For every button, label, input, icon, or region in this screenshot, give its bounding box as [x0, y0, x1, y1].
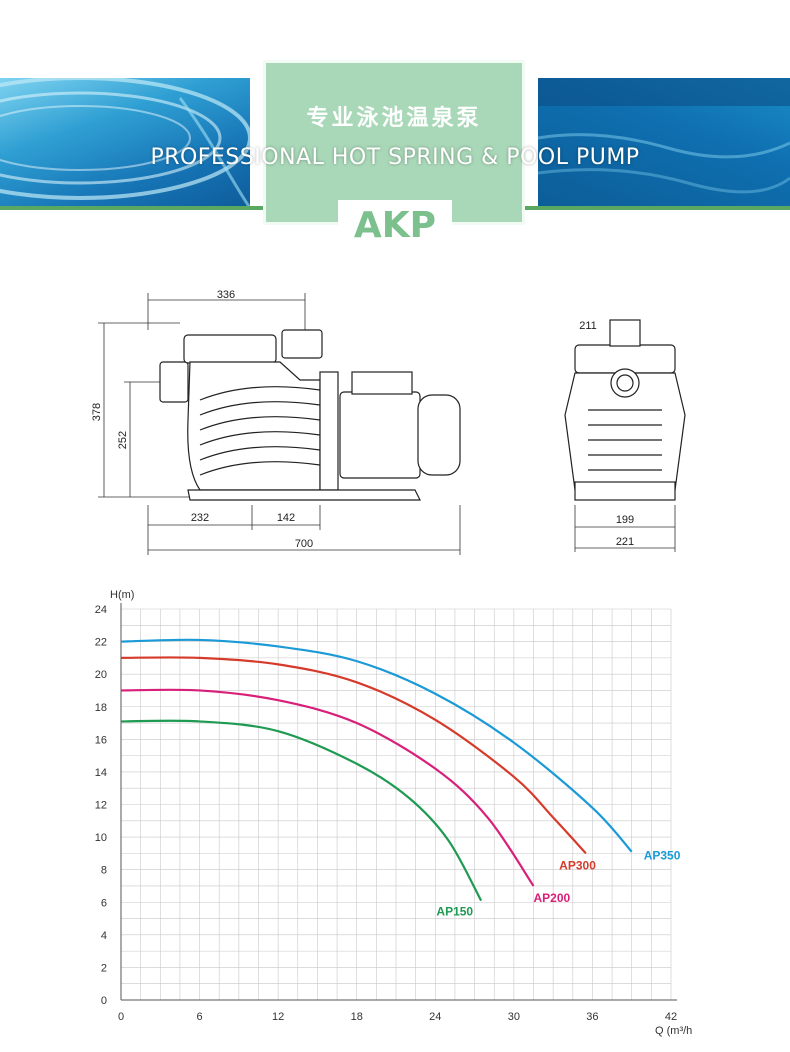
brand-logo: AKP	[353, 205, 437, 246]
dim-252: 252	[117, 431, 129, 449]
series-label-ap300: AP300	[559, 858, 596, 872]
y-tick-label: 6	[101, 897, 107, 909]
curve-ap200	[120, 688, 535, 887]
series-label-ap200: AP200	[534, 891, 571, 905]
series-label-ap350: AP350	[644, 849, 681, 863]
chinese-title: 专业泳池温泉泵	[306, 106, 482, 131]
curve-ap350	[120, 638, 633, 853]
x-tick-label: 36	[586, 1011, 598, 1023]
y-tick-label: 8	[101, 865, 107, 877]
y-tick-label: 12	[95, 800, 107, 812]
series-label-ap150: AP150	[436, 905, 473, 919]
english-title: PROFESSIONAL HOT SPRING & POOL PUMP	[150, 145, 640, 170]
dim-199: 199	[616, 514, 634, 526]
y-tick-label: 16	[95, 734, 107, 746]
y-tick-label: 14	[95, 767, 107, 779]
pool-photo-left	[0, 78, 250, 210]
curve-ap150	[120, 719, 483, 902]
dim-221: 221	[616, 536, 634, 548]
x-tick-label: 24	[429, 1011, 441, 1023]
x-tick-label: 6	[197, 1011, 203, 1023]
dim-378: 378	[91, 403, 103, 421]
y-tick-label: 22	[95, 637, 107, 649]
dim-232: 232	[191, 512, 209, 524]
y-tick-label: 10	[95, 832, 107, 844]
x-tick-label: 18	[351, 1011, 363, 1023]
y-tick-label: 24	[95, 604, 107, 616]
dim-700: 700	[295, 538, 313, 550]
pool-photo-right	[538, 78, 790, 210]
x-tick-label: 30	[508, 1011, 520, 1023]
title-panel	[263, 60, 525, 225]
dim-142: 142	[277, 512, 295, 524]
y-axis-label: H(m)	[110, 589, 134, 601]
dim-336: 336	[217, 289, 235, 301]
dim-211: 211	[579, 320, 597, 332]
y-tick-label: 20	[95, 669, 107, 681]
y-tick-label: 0	[101, 995, 107, 1007]
x-tick-label: 42	[665, 1011, 677, 1023]
x-axis-label: Q (m³/h	[655, 1025, 692, 1037]
y-tick-label: 2	[101, 962, 107, 974]
x-tick-label: 0	[118, 1011, 124, 1023]
y-tick-label: 4	[101, 930, 107, 942]
x-tick-label: 12	[272, 1011, 284, 1023]
y-tick-label: 18	[95, 702, 107, 714]
curve-ap300	[120, 656, 587, 855]
brand-box	[338, 200, 452, 250]
banner	[0, 78, 790, 210]
